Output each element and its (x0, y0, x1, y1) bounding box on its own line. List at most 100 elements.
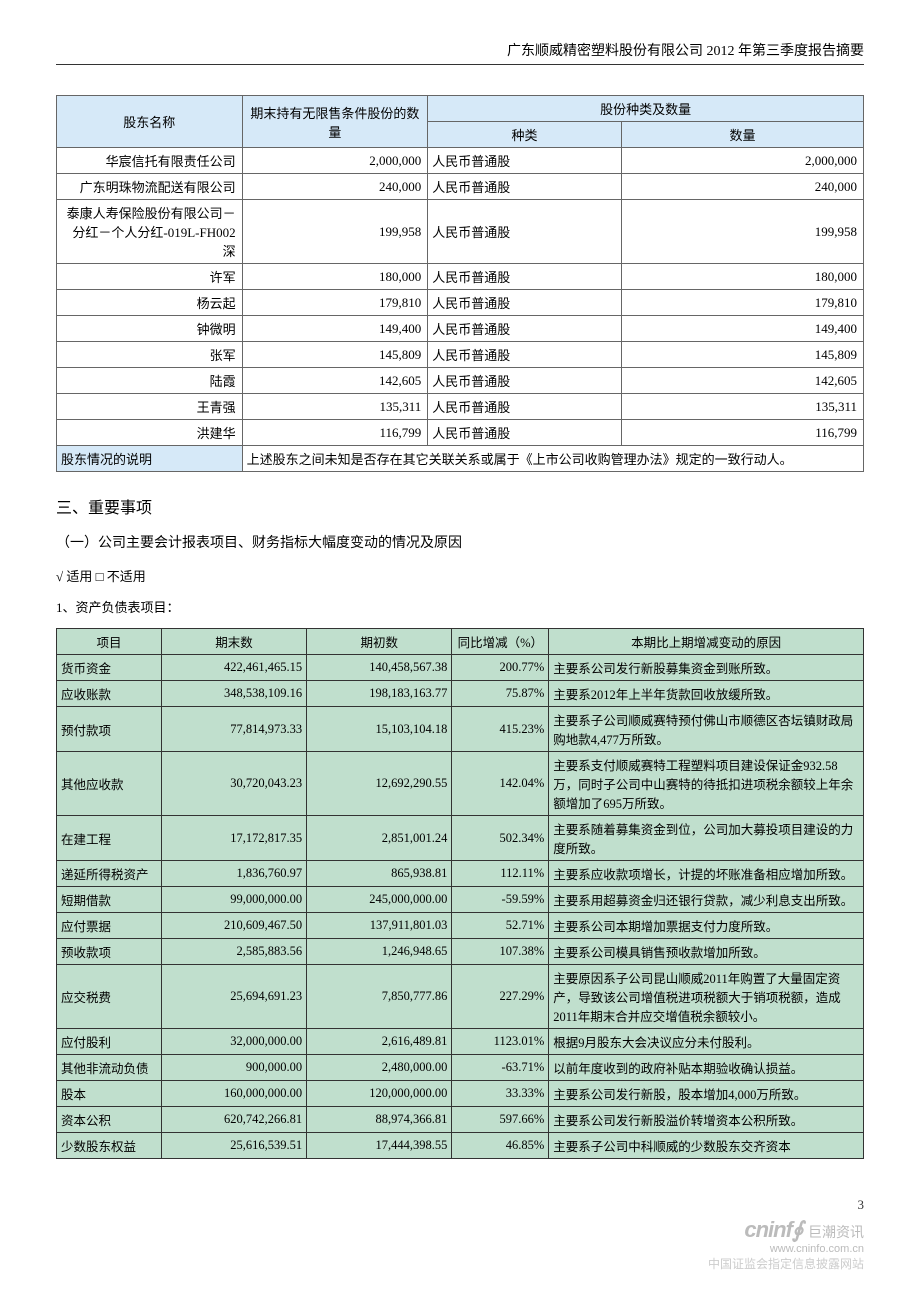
cell-qty: 142,605 (621, 368, 863, 394)
cell-name: 泰康人寿保险股份有限公司－分红－个人分红-019L-FH002 深 (57, 200, 243, 264)
cell-pct: 502.34% (452, 816, 549, 861)
table-row: 洪建华116,799人民币普通股116,799 (57, 420, 864, 446)
section-3-sub1: （一）公司主要会计报表项目、财务指标大幅度变动的情况及原因 (56, 532, 864, 552)
cell-name: 王青强 (57, 394, 243, 420)
cell-reason: 根据9月股东大会决议应分未付股利。 (549, 1029, 864, 1055)
table-row: 王青强135,311人民币普通股135,311 (57, 394, 864, 420)
page-header: 广东顺威精密塑料股份有限公司 2012 年第三季度报告摘要 (56, 40, 864, 65)
cell-pct: 200.77% (452, 655, 549, 681)
table-row: 少数股东权益25,616,539.5117,444,398.5546.85%主要… (57, 1133, 864, 1159)
cell-end: 77,814,973.33 (161, 707, 306, 752)
cell-item: 其他非流动负债 (57, 1055, 162, 1081)
cell-reason: 主要系子公司顺威赛特预付佛山市顺德区杏坛镇财政局购地款4,477万所致。 (549, 707, 864, 752)
cell-qty: 145,809 (621, 342, 863, 368)
table-row: 货币资金422,461,465.15140,458,567.38200.77%主… (57, 655, 864, 681)
cell-unrestricted: 145,809 (242, 342, 428, 368)
col-group: 股份种类及数量 (428, 96, 864, 122)
cell-qty: 180,000 (621, 264, 863, 290)
cninfo-logo-swirl: ∮ (792, 1217, 802, 1242)
cell-end: 210,609,467.50 (161, 913, 306, 939)
cell-name: 洪建华 (57, 420, 243, 446)
document-page: 广东顺威精密塑料股份有限公司 2012 年第三季度报告摘要 股东名称 期末持有无… (0, 0, 920, 1300)
table-row: 股本160,000,000.00120,000,000.0033.33%主要系公… (57, 1081, 864, 1107)
cell-pct: 112.11% (452, 861, 549, 887)
table-row: 预收款项2,585,883.561,246,948.65107.38%主要系公司… (57, 939, 864, 965)
cell-qty: 240,000 (621, 174, 863, 200)
cell-end: 32,000,000.00 (161, 1029, 306, 1055)
cell-unrestricted: 142,605 (242, 368, 428, 394)
cninfo-logo-en: cninf (744, 1217, 792, 1242)
cell-end: 30,720,043.23 (161, 752, 306, 816)
note-text: 上述股东之间未知是否存在其它关联关系或属于《上市公司收购管理办法》规定的一致行动… (242, 446, 863, 472)
cell-unrestricted: 149,400 (242, 316, 428, 342)
cell-pct: 52.71% (452, 913, 549, 939)
cell-unrestricted: 2,000,000 (242, 148, 428, 174)
cell-reason: 主要系公司发行新股溢价转增资本公积所致。 (549, 1107, 864, 1133)
cell-item: 在建工程 (57, 816, 162, 861)
cell-begin: 17,444,398.55 (307, 1133, 452, 1159)
table-row: 陆霞142,605人民币普通股142,605 (57, 368, 864, 394)
cell-qty: 135,311 (621, 394, 863, 420)
cell-reason: 以前年度收到的政府补贴本期验收确认损益。 (549, 1055, 864, 1081)
table-row: 应交税费25,694,691.237,850,777.86227.29%主要原因… (57, 965, 864, 1029)
cell-name: 杨云起 (57, 290, 243, 316)
page-footer: 3 cninf∮ 巨潮资讯 www.cninfo.com.cn 中国证监会指定信… (708, 1197, 864, 1272)
cell-begin: 1,246,948.65 (307, 939, 452, 965)
cell-item: 货币资金 (57, 655, 162, 681)
cell-pct: 415.23% (452, 707, 549, 752)
cell-end: 422,461,465.15 (161, 655, 306, 681)
cell-pct: -59.59% (452, 887, 549, 913)
cell-end: 348,538,109.16 (161, 681, 306, 707)
cninfo-logo-cn: 巨潮资讯 (808, 1224, 864, 1240)
cell-item: 短期借款 (57, 887, 162, 913)
cell-end: 25,694,691.23 (161, 965, 306, 1029)
cell-reason: 主要系随着募集资金到位，公司加大募投项目建设的力度所致。 (549, 816, 864, 861)
cell-reason: 主要系公司发行新股募集资金到账所致。 (549, 655, 864, 681)
cell-pct: 227.29% (452, 965, 549, 1029)
fin-col-end: 期末数 (161, 629, 306, 655)
col-type: 种类 (428, 122, 622, 148)
table-row: 递延所得税资产1,836,760.97865,938.81112.11%主要系应… (57, 861, 864, 887)
cell-reason: 主要系用超募资金归还银行贷款，减少利息支出所致。 (549, 887, 864, 913)
cell-begin: 865,938.81 (307, 861, 452, 887)
cell-begin: 245,000,000.00 (307, 887, 452, 913)
table-row: 张军145,809人民币普通股145,809 (57, 342, 864, 368)
balance-sheet-label: 1、资产负债表项目： (56, 597, 864, 616)
cell-begin: 7,850,777.86 (307, 965, 452, 1029)
cell-type: 人民币普通股 (428, 420, 622, 446)
cell-type: 人民币普通股 (428, 264, 622, 290)
cell-begin: 15,103,104.18 (307, 707, 452, 752)
cell-begin: 120,000,000.00 (307, 1081, 452, 1107)
cell-pct: 75.87% (452, 681, 549, 707)
fin-col-reason: 本期比上期增减变动的原因 (549, 629, 864, 655)
table-row: 应付票据210,609,467.50137,911,801.0352.71%主要… (57, 913, 864, 939)
shareholder-table-head: 股东名称 期末持有无限售条件股份的数量 股份种类及数量 种类 数量 (57, 96, 864, 148)
cell-end: 160,000,000.00 (161, 1081, 306, 1107)
section-3-title: 三、重要事项 (56, 494, 864, 518)
cell-name: 钟微明 (57, 316, 243, 342)
cell-reason: 主要系应收款项增长，计提的坏账准备相应增加所致。 (549, 861, 864, 887)
cell-begin: 2,616,489.81 (307, 1029, 452, 1055)
table-row: 在建工程17,172,817.352,851,001.24502.34%主要系随… (57, 816, 864, 861)
cell-qty: 199,958 (621, 200, 863, 264)
table-row: 应付股利32,000,000.002,616,489.811123.01%根据9… (57, 1029, 864, 1055)
cell-end: 25,616,539.51 (161, 1133, 306, 1159)
cell-reason: 主要原因系子公司昆山顺威2011年购置了大量固定资产，导致该公司增值税进项税额大… (549, 965, 864, 1029)
cninfo-url: www.cninfo.com.cn (708, 1243, 864, 1255)
cell-item: 递延所得税资产 (57, 861, 162, 887)
cell-reason: 主要系支付顺威赛特工程塑料项目建设保证金932.58万，同时子公司中山赛特的待抵… (549, 752, 864, 816)
cell-qty: 116,799 (621, 420, 863, 446)
cell-reason: 主要系子公司中科顺威的少数股东交齐资本 (549, 1133, 864, 1159)
cell-qty: 149,400 (621, 316, 863, 342)
cell-reason: 主要系公司本期增加票据支付力度所致。 (549, 913, 864, 939)
finance-table-body: 货币资金422,461,465.15140,458,567.38200.77%主… (57, 655, 864, 1159)
page-number: 3 (708, 1197, 864, 1213)
cell-item: 资本公积 (57, 1107, 162, 1133)
cell-type: 人民币普通股 (428, 368, 622, 394)
finance-table-head: 项目 期末数 期初数 同比增减（%） 本期比上期增减变动的原因 (57, 629, 864, 655)
cell-pct: 142.04% (452, 752, 549, 816)
note-label: 股东情况的说明 (57, 446, 243, 472)
cell-reason: 主要系2012年上半年货款回收放缓所致。 (549, 681, 864, 707)
cell-reason: 主要系公司发行新股，股本增加4,000万所致。 (549, 1081, 864, 1107)
shareholder-note-row: 股东情况的说明 上述股东之间未知是否存在其它关联关系或属于《上市公司收购管理办法… (57, 446, 864, 472)
